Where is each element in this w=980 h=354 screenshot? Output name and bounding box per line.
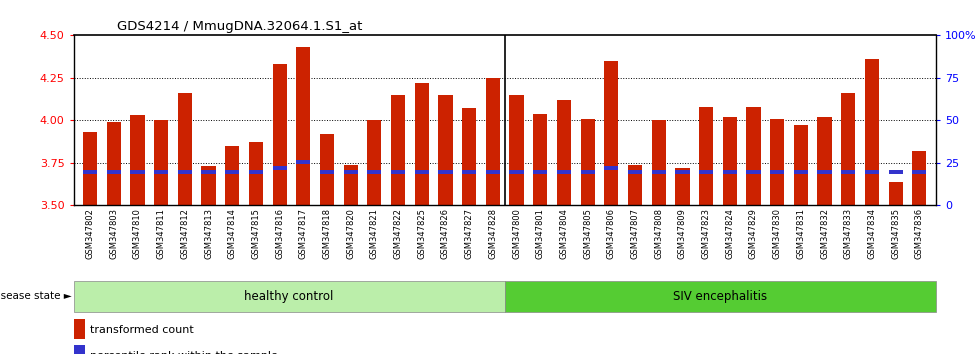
Text: transformed count: transformed count [90, 325, 194, 335]
Bar [747, 107, 760, 205]
Bar [462, 170, 476, 174]
Bar [296, 160, 311, 164]
Bar [344, 165, 358, 205]
Bar [344, 170, 358, 174]
Bar [391, 170, 405, 174]
Bar [912, 170, 926, 174]
Text: healthy control: healthy control [244, 290, 334, 303]
Bar [864, 59, 879, 205]
Bar [272, 166, 287, 170]
Bar [368, 170, 381, 174]
Bar [605, 61, 618, 205]
Bar [83, 170, 97, 174]
Bar [74, 319, 85, 339]
Bar [510, 95, 523, 205]
Bar [580, 170, 595, 174]
Bar [533, 170, 548, 174]
Bar [225, 146, 239, 205]
Bar [107, 122, 121, 205]
Bar [841, 170, 856, 174]
Bar [628, 165, 642, 205]
Bar [675, 170, 690, 174]
Bar [415, 170, 429, 174]
Bar [202, 170, 216, 174]
Bar [319, 170, 334, 174]
Bar [722, 170, 737, 174]
Text: GDS4214 / MmugDNA.32064.1.S1_at: GDS4214 / MmugDNA.32064.1.S1_at [117, 20, 362, 33]
Bar [889, 182, 903, 205]
Bar [415, 83, 429, 205]
Bar [817, 117, 832, 205]
Bar [177, 170, 192, 174]
Bar [580, 119, 595, 205]
Bar [794, 170, 808, 174]
FancyBboxPatch shape [74, 281, 505, 312]
Bar [510, 170, 523, 174]
Bar [107, 170, 121, 174]
Bar [675, 168, 690, 205]
Bar [438, 95, 453, 205]
Bar [130, 170, 145, 174]
Bar [319, 134, 334, 205]
Bar [249, 170, 263, 174]
Bar [225, 170, 239, 174]
Bar [154, 120, 169, 205]
Bar [747, 170, 760, 174]
Bar [486, 78, 500, 205]
Bar [652, 170, 665, 174]
Bar [605, 166, 618, 170]
Bar [557, 100, 571, 205]
Bar [699, 107, 713, 205]
Text: disease state ►: disease state ► [0, 291, 72, 301]
Bar [368, 120, 381, 205]
Bar [83, 132, 97, 205]
Bar [722, 117, 737, 205]
Bar [864, 170, 879, 174]
Bar [438, 170, 453, 174]
Bar [462, 108, 476, 205]
Bar [272, 64, 287, 205]
Bar [391, 95, 405, 205]
Bar [486, 170, 500, 174]
Bar [533, 114, 548, 205]
Text: percentile rank within the sample: percentile rank within the sample [90, 351, 278, 354]
Bar [912, 151, 926, 205]
Bar [699, 170, 713, 174]
Text: SIV encephalitis: SIV encephalitis [673, 290, 767, 303]
Bar [74, 346, 85, 354]
Bar [794, 125, 808, 205]
Bar [130, 115, 145, 205]
Bar [557, 170, 571, 174]
Bar [889, 170, 903, 174]
Bar [177, 93, 192, 205]
Bar [628, 170, 642, 174]
Bar [652, 120, 665, 205]
Bar [817, 170, 832, 174]
Bar [841, 93, 856, 205]
Bar [249, 142, 263, 205]
Bar [154, 170, 169, 174]
Bar [770, 119, 784, 205]
FancyBboxPatch shape [505, 281, 936, 312]
Bar [770, 170, 784, 174]
Bar [202, 166, 216, 205]
Bar [296, 47, 311, 205]
